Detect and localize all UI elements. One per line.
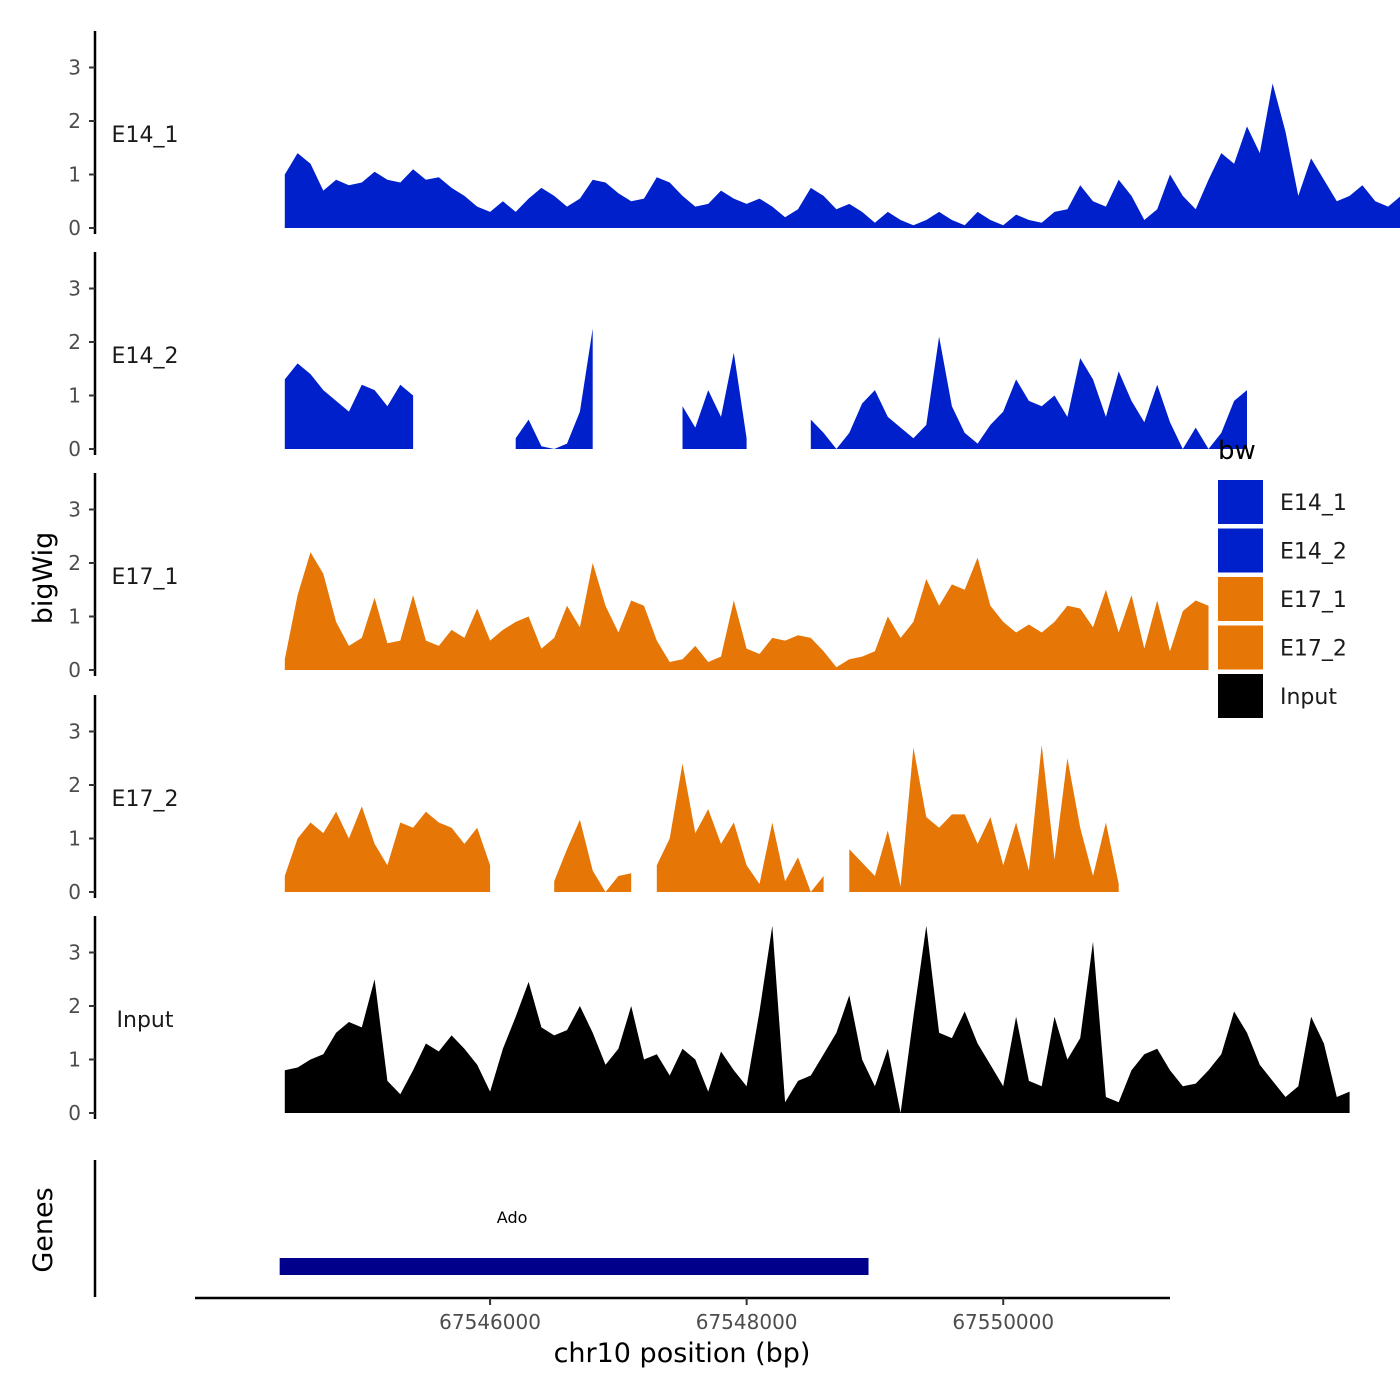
legend-swatch (1218, 674, 1263, 718)
y-tick-label: 2 (68, 773, 81, 797)
legend: bw E14_1 E14_2 E17_1 E17_2 Input (1218, 436, 1347, 718)
x-tick-label: 67548000 (696, 1310, 798, 1334)
y-tick-label: 0 (68, 216, 81, 240)
y-tick-label: 2 (68, 551, 81, 575)
gene-label: Ado (497, 1208, 528, 1227)
legend-label: E14_2 (1280, 540, 1347, 565)
x-axis-title: chr10 position (bp) (554, 1338, 811, 1369)
x-tick-label: 67546000 (439, 1310, 541, 1334)
track-label: E17_1 (112, 565, 179, 590)
y-tick-label: 1 (68, 1048, 81, 1072)
y-tick-label: 3 (68, 56, 81, 80)
track-label: E14_2 (112, 344, 179, 369)
y-tick-label: 3 (68, 498, 81, 522)
y-tick-label: 1 (68, 163, 81, 187)
track-e14-1: 0 1 2 3 E14_1 (68, 31, 1400, 240)
coverage-area-e17-2 (656, 763, 824, 892)
track-e17-2: 0 1 2 3 E17_2 (68, 695, 1119, 904)
legend-swatch (1218, 625, 1263, 670)
y-tick-label: 3 (68, 277, 81, 301)
y-tick-label: 3 (68, 720, 81, 744)
coverage-area-e17-2 (849, 744, 1119, 892)
coverage-area-e14-2 (810, 336, 1247, 449)
track-input: 0 1 2 3 Input (68, 916, 1350, 1125)
y-tick-label: 2 (68, 330, 81, 354)
coverage-area-e14-2 (515, 328, 593, 449)
y-tick-label: 1 (68, 605, 81, 629)
coverage-tracks: 0 1 2 3 E14_1 0 1 2 3 E14_2 0 1 2 3 E17_1 0 1 2 3 E17_2 0 1 2 3… (68, 31, 1400, 1125)
coverage-area-e14-2 (284, 363, 414, 449)
coverage-area-e14-2 (682, 352, 747, 449)
x-axis: 67546000 67548000 67550000 (195, 1296, 1170, 1334)
track-label: Input (117, 1008, 174, 1033)
track-label: E14_1 (112, 123, 179, 148)
y-tick-label: 2 (68, 109, 81, 133)
coverage-area-e17-1 (284, 552, 1209, 670)
legend-label: E17_1 (1280, 588, 1347, 613)
y-tick-label: 0 (68, 880, 81, 904)
coverage-area-e17-2 (554, 819, 632, 892)
y-tick-label: 3 (68, 941, 81, 965)
y-tick-label: 0 (68, 1101, 81, 1125)
legend-label: Input (1280, 685, 1337, 710)
genes-axis-title: Genes (28, 1187, 59, 1272)
gene-bar (279, 1258, 869, 1275)
y-tick-label: 1 (68, 384, 81, 408)
legend-swatch (1218, 528, 1263, 573)
y-axis-title: bigWig (28, 532, 59, 625)
legend-label: E17_2 (1280, 637, 1347, 662)
track-label: E17_2 (112, 787, 179, 812)
track-e17-1: 0 1 2 3 E17_1 (68, 473, 1209, 682)
coverage-area-e14-1 (284, 83, 1400, 228)
legend-swatch (1218, 480, 1263, 524)
y-tick-label: 1 (68, 827, 81, 851)
coverage-area-input (284, 925, 1350, 1113)
genes-panel: Ado (93, 1160, 869, 1297)
y-tick-label: 0 (68, 437, 81, 461)
legend-label: E14_1 (1280, 491, 1347, 516)
legend-title: bw (1218, 436, 1256, 466)
x-tick-label: 67550000 (952, 1310, 1054, 1334)
y-tick-label: 2 (68, 994, 81, 1018)
legend-swatch (1218, 577, 1263, 621)
track-e14-2: 0 1 2 3 E14_2 (68, 252, 1247, 461)
coverage-area-e17-2 (284, 806, 491, 892)
y-tick-label: 0 (68, 658, 81, 682)
